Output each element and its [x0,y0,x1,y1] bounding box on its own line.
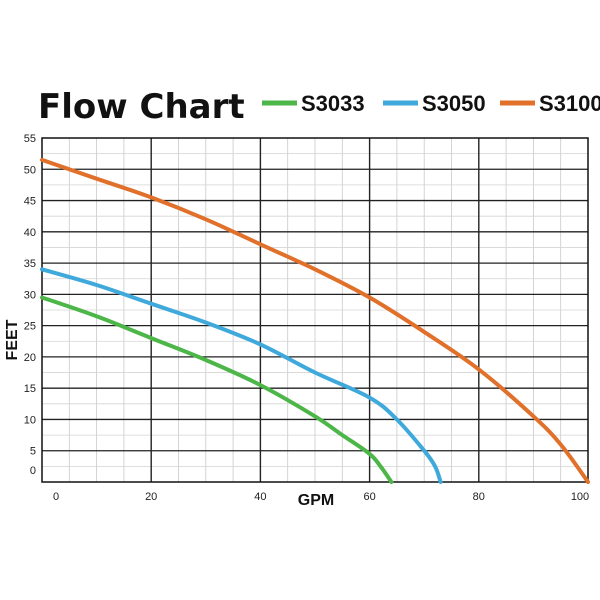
x-tick-label: 100 [571,491,589,503]
x-tick-labels: 0 20 40 60 80 100 [53,491,589,503]
chart-title: Flow Chart [38,87,245,127]
y-tick-label: 10 [24,414,36,426]
y-tick-label: 25 [24,321,36,333]
y-tick-label: 35 [24,258,36,270]
y-tick-label: 30 [24,289,36,301]
y-tick-label: 40 [24,227,36,239]
y-tick-label: 45 [24,196,36,208]
y-tick-label: 20 [24,352,36,364]
legend: S3033 S3050 S3100 [262,91,600,116]
x-axis-label: GPM [298,492,334,509]
series-line-s3050 [40,267,443,484]
plot-frame [41,137,589,483]
y-tick-labels: 0 5 10 15 20 25 30 35 40 45 50 55 [24,133,36,477]
y-tick-label: 5 [30,446,36,458]
y-tick-label: 55 [24,133,36,145]
y-axis-label: FEET [4,319,21,360]
y-tick-label: 15 [24,383,36,395]
x-tick-label: 60 [363,491,375,503]
series-line-s3100 [40,157,590,484]
x-tick-label: 20 [145,491,157,503]
grid-major [42,138,588,482]
x-tick-label: 80 [473,491,485,503]
legend-label-s3033: S3033 [301,91,365,116]
y-tick-label: 0 [30,465,36,477]
legend-label-s3100: S3100 [539,91,600,116]
series-line-s3033 [40,295,394,484]
x-tick-label: 40 [254,491,266,503]
x-tick-label: 0 [53,491,59,503]
legend-label-s3050: S3050 [422,91,486,116]
series-lines [40,157,590,484]
y-tick-label: 50 [24,164,36,176]
